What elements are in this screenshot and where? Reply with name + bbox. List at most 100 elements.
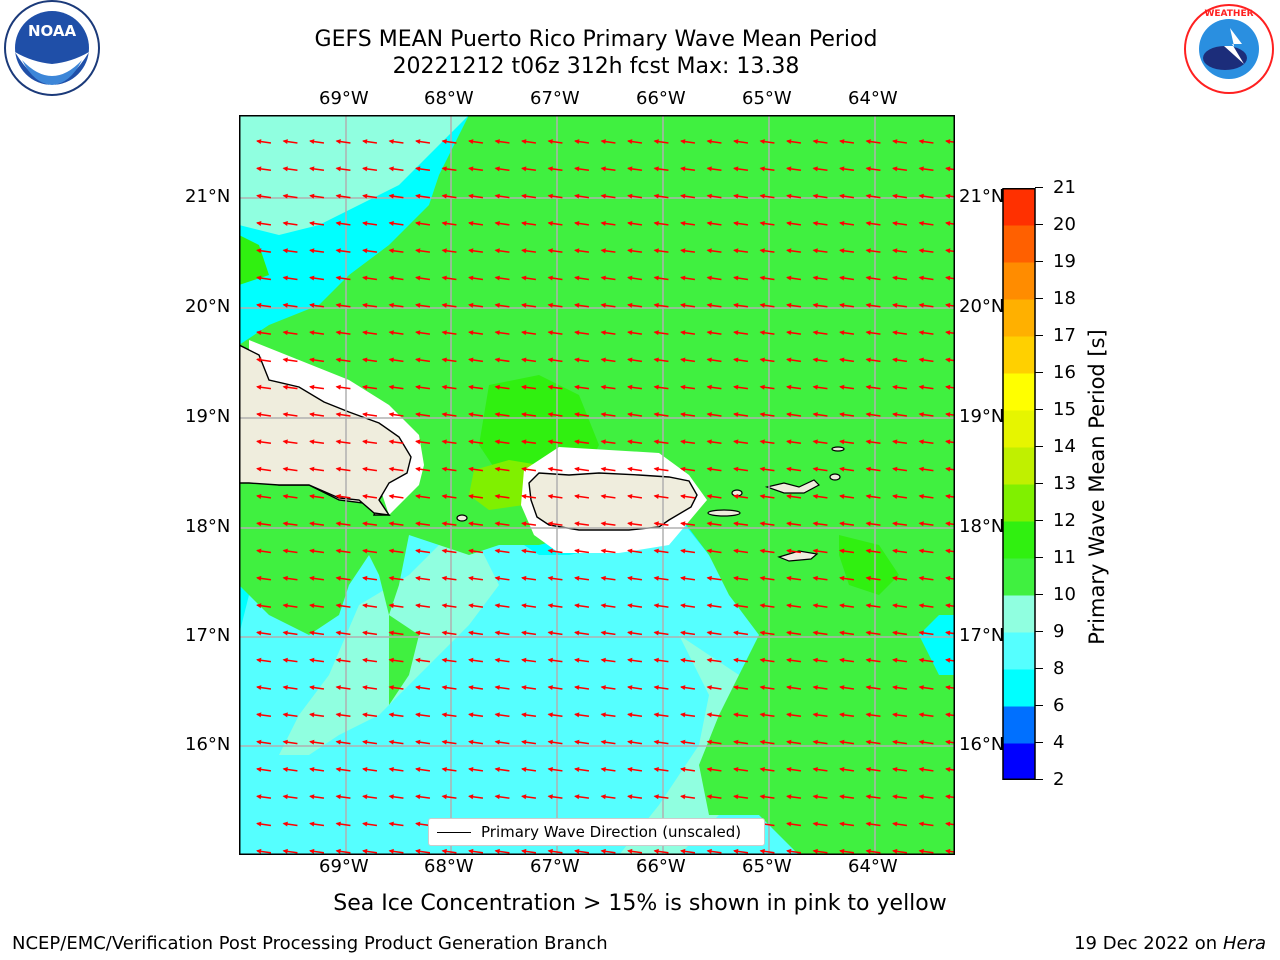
wave-arrow [653,848,669,854]
wave-arrow [256,384,272,390]
wave-arrow [282,139,298,145]
wave-arrow [680,657,696,663]
wave-arrow [547,466,563,472]
wave-arrow [865,384,881,390]
colorbar-tick-label: 11 [1053,547,1076,568]
wave-arrow [892,548,908,554]
wave-arrow [812,330,828,336]
wave-arrow [468,548,484,554]
wave-arrow [335,330,351,336]
wave-arrow [839,357,855,363]
wave-arrow [256,248,272,254]
wave-arrow [786,412,802,418]
wave-arrow [839,794,855,800]
wave-arrow [812,739,828,745]
wave-arrow [600,494,616,499]
wave-arrow [388,767,404,772]
wave-arrow [627,248,643,254]
wave-arrow [441,193,457,199]
wave-arrow [839,384,855,390]
wave-arrow [865,248,881,254]
wave-arrow [918,575,934,581]
wave-arrow [653,603,669,609]
wave-arrow [839,767,855,772]
wave-arrow [865,767,881,772]
wave-arrow [865,521,881,527]
wave-arrow [388,657,404,663]
wave-arrow [441,685,457,691]
wave-arrow [759,767,775,772]
colorbar-tick-mark [1035,224,1043,226]
lat-tick-right: 21°N [959,186,1005,207]
wave-arrow [839,248,855,254]
wave-arrow [786,794,802,800]
wave-arrow [521,248,537,254]
wave-arrow [521,712,537,718]
wave-arrow [945,357,955,363]
wave-arrow [494,712,510,718]
wave-arrow [892,521,908,527]
wave-arrow [733,548,749,554]
colorbar-segment [1003,299,1035,337]
noaa-logo: NOAA [4,0,100,96]
wave-arrow [335,521,351,527]
wave-arrow [892,412,908,418]
wave-arrow [812,657,828,663]
wave-arrow [494,193,510,199]
wave-arrow [600,630,616,636]
footer-branch: NCEP/EMC/Verification Post Processing Pr… [12,933,608,954]
wave-arrow [759,548,775,554]
wave-arrow [335,548,351,554]
wave-arrow [441,330,457,336]
wave-arrow [282,357,298,363]
lat-tick-right: 19°N [959,406,1005,427]
wave-arrow [521,657,537,663]
wave-arrow [839,603,855,609]
footer-date: 19 Dec 2022 on Hera [1074,933,1266,954]
wave-arrow [918,794,934,800]
wave-arrow [680,357,696,363]
wave-arrow [574,330,590,336]
wave-arrow [786,221,802,226]
wave-arrow [388,439,404,445]
wave-arrow [494,739,510,745]
wave-arrow [415,439,431,445]
wave-arrow [680,575,696,581]
wave-arrow [521,384,537,390]
wave-arrow [335,848,351,854]
wave-arrow [812,630,828,636]
wave-arrow [706,712,722,718]
wave-arrow [759,739,775,745]
wave-arrow [547,848,563,854]
wave-arrow [441,248,457,254]
wave-arrow [865,657,881,663]
wave-arrow [415,330,431,336]
wave-arrow [468,357,484,363]
wave-arrow [574,521,590,527]
wave-arrow [786,657,802,663]
wave-arrow [680,548,696,554]
wave-arrow [547,412,563,418]
wave-arrow [494,139,510,145]
wave-arrow [415,384,431,390]
wave-arrow [335,712,351,718]
wave-arrow [256,494,272,499]
wave-arrow [309,657,325,663]
wave-arrow [945,302,955,308]
wave-arrow [574,439,590,445]
lon-tick-bottom: 66°W [636,856,686,877]
wave-arrow [362,767,378,772]
wave-arrow [309,330,325,336]
wave-arrow [653,221,669,226]
wave-arrow [839,685,855,691]
wave-arrow [494,466,510,472]
wave-arrow [547,193,563,199]
wave-arrow [865,166,881,172]
wave-arrow [786,821,802,827]
wave-arrow [441,630,457,636]
wave-arrow [759,657,775,663]
wave-arrow [653,412,669,418]
wave-arrow [282,548,298,554]
wave-arrow [388,412,404,418]
wave-arrow [600,794,616,800]
